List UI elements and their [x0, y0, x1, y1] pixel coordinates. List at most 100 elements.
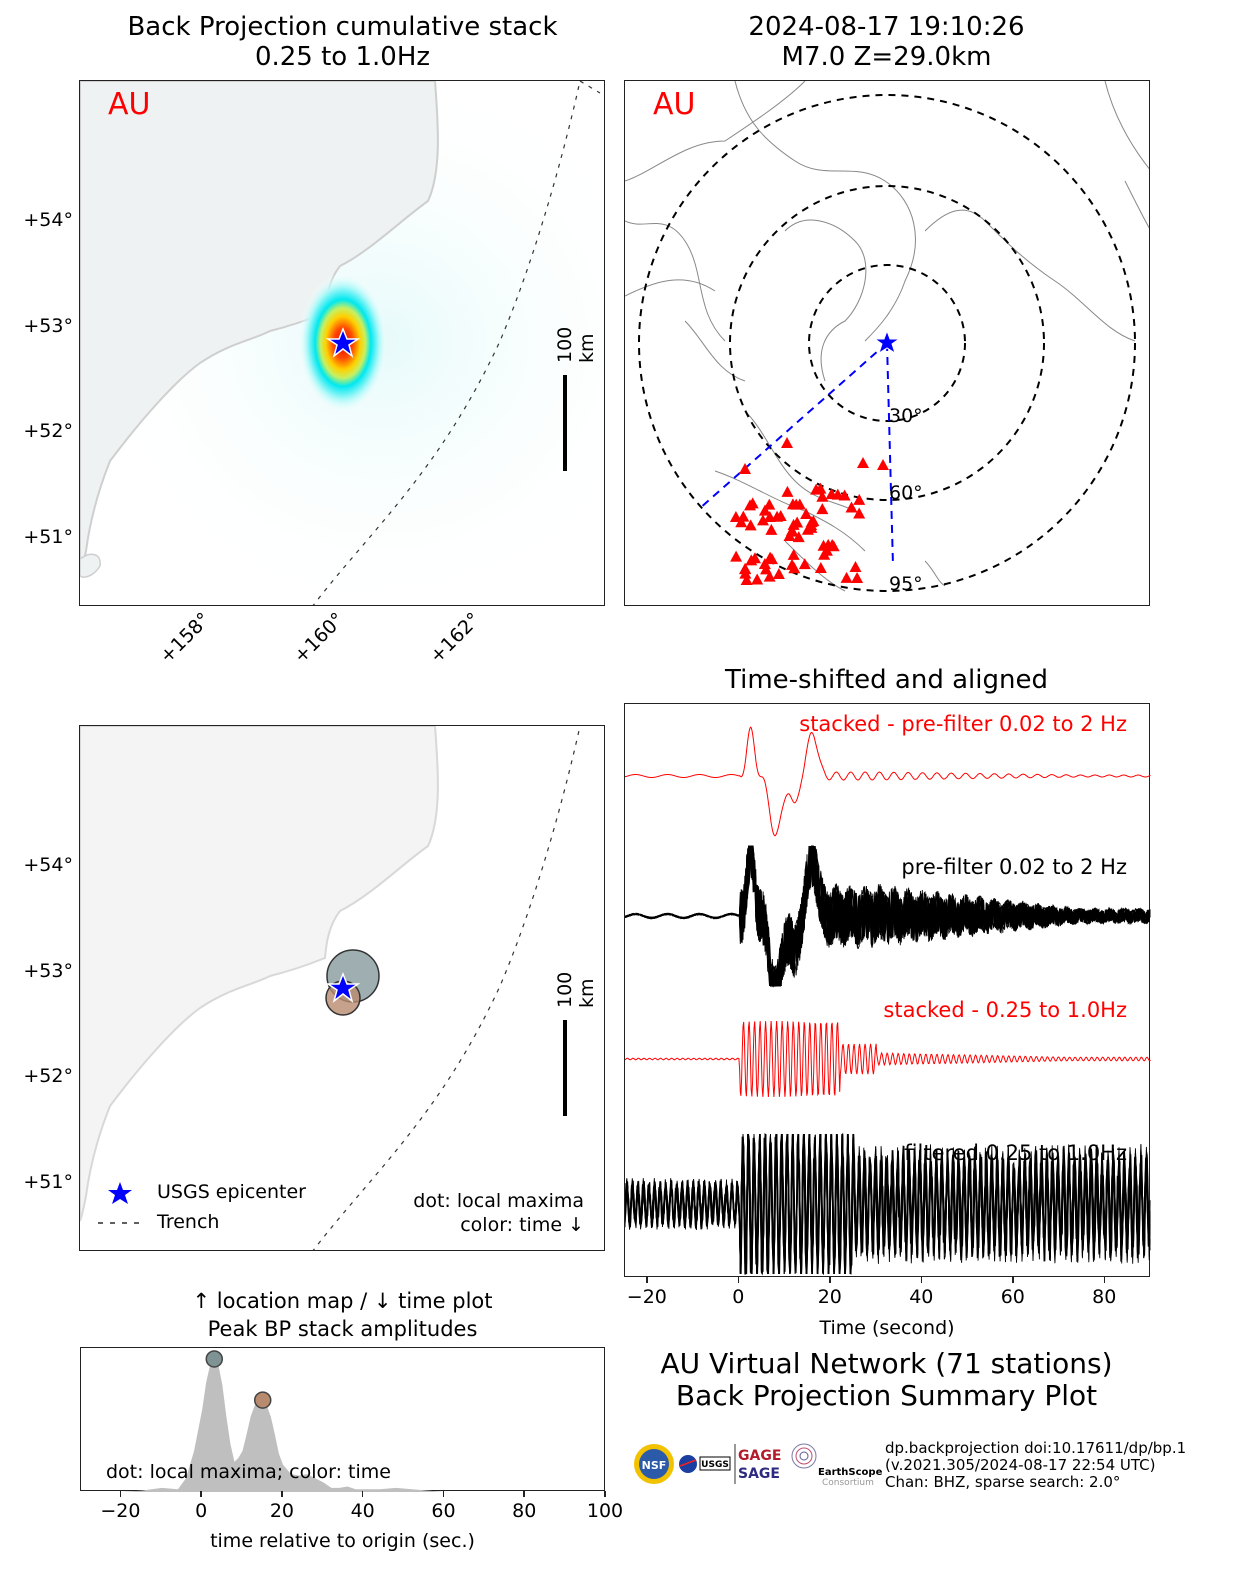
logos: NSF USGS GAGE SAGE EarthScope Consortium — [632, 1440, 882, 1488]
x-tick-mark — [604, 1491, 606, 1497]
lat-tick: +54° — [23, 854, 73, 876]
station-trace — [625, 1133, 1151, 1275]
station-marker — [781, 485, 794, 497]
x-tick-label: 20 — [817, 1286, 842, 1308]
x-tick-label: 20 — [269, 1500, 295, 1522]
peak-amplitude-plot: dot: local maxima; color: time — [80, 1347, 606, 1492]
station-marker — [787, 548, 800, 560]
station-marker — [849, 561, 862, 573]
epicenter-star-icon — [325, 326, 361, 358]
x-tick-mark — [829, 1277, 831, 1283]
series-label: pre-filter 0.02 to 2 Hz — [901, 855, 1127, 879]
time-plot-title-main: Peak BP stack amplitudes — [207, 1317, 478, 1341]
summary-network: AU Virtual Network (71 stations) — [660, 1347, 1113, 1380]
svg-text:USGS: USGS — [701, 1460, 729, 1470]
lon-tick: +162° — [425, 608, 485, 668]
network-label: AU — [108, 87, 151, 122]
station-marker — [739, 463, 751, 474]
bp-stack-map: AU 100 km — [79, 80, 605, 606]
ring-60 — [729, 185, 1045, 501]
series-4 — [625, 1132, 1151, 1276]
credits-channel: Chan: BHZ, sparse search: 2.0° — [885, 1473, 1121, 1491]
x-tick-label: −20 — [100, 1500, 141, 1522]
station-marker — [781, 437, 793, 448]
x-tick-mark — [646, 1277, 648, 1283]
series-label: stacked - 0.25 to 1.0Hz — [883, 998, 1127, 1022]
waveform-xlabel: Time (second) — [819, 1317, 955, 1339]
x-tick-label: 80 — [1092, 1286, 1117, 1308]
svg-text:GAGE: GAGE — [738, 1448, 781, 1464]
local-maximum-marker-2 — [253, 1391, 272, 1409]
x-tick-label: −20 — [626, 1286, 667, 1308]
scale-label: 100 km — [554, 326, 598, 363]
station-trace — [625, 845, 1151, 987]
epicenter-star-icon — [873, 329, 901, 355]
x-tick-mark — [737, 1277, 740, 1283]
summary-plot-name: Back Projection Summary Plot — [675, 1379, 1098, 1412]
ring-label-30: 30° — [889, 405, 923, 427]
station-marker — [763, 570, 776, 582]
event-magnitude-depth: M7.0 Z=29.0km — [781, 42, 992, 72]
series-1 — [625, 726, 1151, 837]
x-tick-mark — [361, 1491, 364, 1497]
amplitude-area — [81, 1358, 606, 1492]
credits: dp.backprojection doi:10.17611/dp/bp.1 (… — [885, 1440, 1186, 1491]
series-label: stacked - pre-filter 0.02 to 2 Hz — [799, 712, 1127, 736]
station-marker — [764, 551, 777, 563]
station-marker — [758, 504, 771, 516]
map-top-title-line1: Back Projection cumulative stack — [127, 12, 558, 42]
lon-tick: +160° — [289, 608, 349, 668]
legend-epicenter-label: USGS epicenter — [157, 1181, 306, 1203]
ring-95 — [638, 94, 1136, 592]
station-marker — [822, 538, 835, 550]
lon-tick: +158° — [155, 608, 215, 668]
azimuth-lines — [698, 342, 894, 567]
waveform-svg — [625, 726, 1151, 1276]
time-plot-title: ↑ location map / ↓ time plot Peak BP sta… — [80, 1287, 605, 1343]
station-marker — [788, 562, 801, 574]
svg-text:Consortium: Consortium — [822, 1478, 874, 1488]
kamchatka-land — [80, 726, 439, 1222]
svg-text:NSF: NSF — [642, 1459, 667, 1472]
waveform-title: Time-shifted and aligned — [725, 665, 1048, 695]
trench-line-tail — [579, 81, 601, 94]
time-plot-title-top: ↑ location map / ↓ time plot — [192, 1289, 493, 1313]
station-marker — [853, 493, 866, 505]
lat-tick: +52° — [23, 1065, 73, 1087]
station-marker — [800, 508, 813, 520]
time-plot-xlabel: time relative to origin (sec.) — [210, 1530, 475, 1552]
station-marker — [730, 550, 743, 562]
station-marker — [810, 483, 823, 495]
x-tick-mark — [442, 1491, 445, 1497]
station-marker — [814, 561, 827, 573]
credits-version: (v.2021.305/2024-08-17 22:54 UTC) — [885, 1456, 1156, 1474]
lat-tick: +51° — [23, 526, 73, 548]
station-marker — [739, 563, 752, 575]
local-maximum-marker-1 — [205, 1350, 224, 1368]
station-marker — [751, 573, 764, 585]
waveform-plot: stacked - pre-filter 0.02 to 2 Hz pre-fi… — [624, 703, 1151, 1277]
ring-label-95: 95° — [889, 573, 923, 595]
x-tick-label: 40 — [909, 1286, 934, 1308]
station-marker — [763, 498, 776, 510]
station-marker — [763, 510, 776, 522]
map-top-title-line2: 0.25 to 1.0Hz — [254, 42, 431, 72]
station-marker — [831, 488, 844, 500]
legend-trench-label: Trench — [157, 1211, 220, 1233]
series-3 — [625, 1020, 1151, 1098]
station-map-svg — [625, 81, 1149, 592]
station-marker — [740, 574, 753, 586]
station-marker — [772, 568, 785, 580]
station-marker — [816, 490, 829, 502]
station-marker — [792, 531, 805, 543]
nasa-logo-icon — [679, 1455, 697, 1473]
x-tick-label: 0 — [195, 1500, 208, 1522]
lat-tick: +52° — [23, 420, 73, 442]
local-maxima-map: 100 km USGS epicenter Trench dot: local … — [79, 725, 605, 1251]
gage-sage-logo-icon: GAGE SAGE — [738, 1448, 781, 1482]
event-datetime: 2024-08-17 19:10:26 — [748, 12, 1025, 42]
usgs-logo-icon: USGS — [699, 1456, 731, 1471]
coastlines — [625, 81, 1149, 592]
ring-30 — [808, 264, 966, 422]
x-tick-mark — [281, 1491, 283, 1497]
